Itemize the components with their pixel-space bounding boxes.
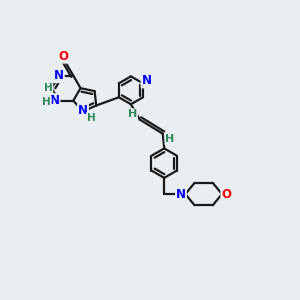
Text: O: O	[221, 188, 231, 201]
Text: N: N	[78, 104, 88, 117]
Text: H: H	[87, 113, 96, 123]
Text: N: N	[176, 188, 186, 201]
Text: O: O	[58, 50, 69, 63]
Text: N: N	[50, 94, 59, 107]
Text: N: N	[142, 74, 152, 88]
Text: H: H	[128, 109, 137, 119]
Text: H: H	[44, 83, 52, 93]
Text: H: H	[42, 97, 51, 107]
Text: H: H	[166, 134, 175, 144]
Text: N: N	[54, 69, 64, 82]
